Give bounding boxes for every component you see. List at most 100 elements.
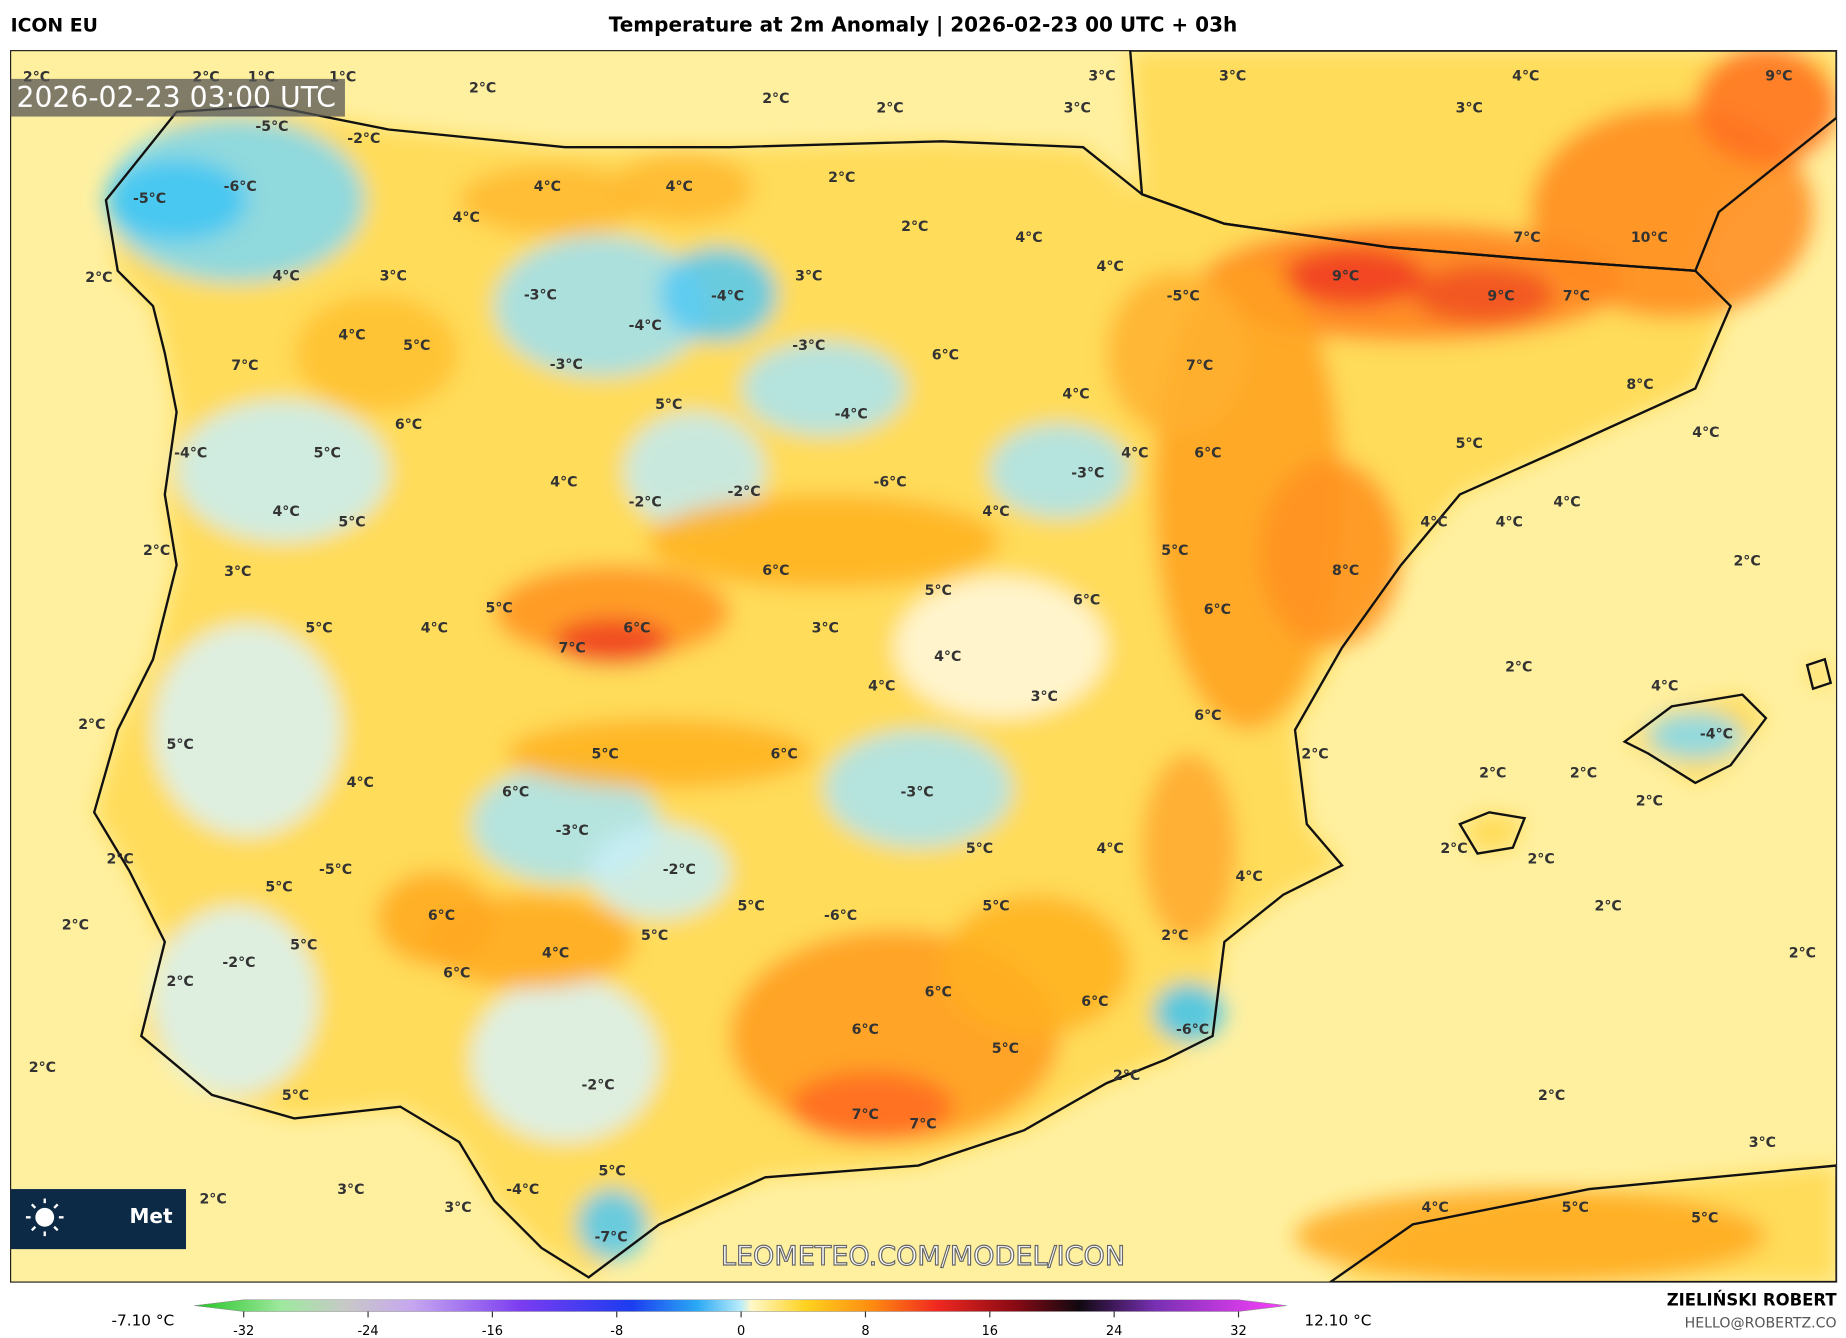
coast-outline xyxy=(1458,811,1527,855)
colorbar xyxy=(194,1299,1287,1312)
temperature-label: -6°C xyxy=(1176,1022,1209,1038)
temperature-label: 4°C xyxy=(1553,495,1580,511)
anomaly-field xyxy=(94,50,1837,1283)
temperature-label: 5°C xyxy=(599,1163,626,1179)
temperature-label: 5°C xyxy=(167,737,194,753)
anomaly-patch xyxy=(176,400,389,542)
email: HELLO@ROBERTZ.CO xyxy=(1685,1315,1837,1331)
temperature-label: -3°C xyxy=(524,288,557,304)
temperature-label: 3°C xyxy=(1749,1135,1776,1151)
temperature-label: 2°C xyxy=(85,270,112,286)
temperature-label: 4°C xyxy=(1422,1200,1449,1216)
anomaly-patch xyxy=(1259,459,1401,648)
temperature-label: 3°C xyxy=(1031,689,1058,705)
temperature-label: 5°C xyxy=(486,601,513,617)
colorbar-tick-label: -16 xyxy=(482,1324,503,1338)
temperature-label: 6°C xyxy=(428,908,455,924)
temperature-label: 6°C xyxy=(1194,708,1221,724)
temperature-label: 4°C xyxy=(1097,259,1124,275)
colorbar-min: -7.10 °C xyxy=(111,1311,174,1329)
temperature-label: 4°C xyxy=(934,649,961,665)
labels: 2°C 2°C 1°C 1°C2°C2°C2°C3°C 3°C3°C4°C3°C9°C-… xyxy=(23,69,1816,1246)
anomaly-patch xyxy=(1106,270,1248,436)
temperature-label: 6°C xyxy=(1081,994,1108,1010)
temperature-label: 5°C xyxy=(305,621,332,637)
temperature-label: 3°C xyxy=(380,269,407,285)
map-frame xyxy=(10,50,1838,1283)
temperature-label: -4°C xyxy=(506,1182,539,1198)
temperature-label: 2°C xyxy=(62,917,89,933)
anomaly-patch xyxy=(376,871,495,966)
temperature-label: -2°C xyxy=(663,862,696,878)
temperature-label: -5°C xyxy=(255,119,288,135)
temperature-label: 4°C xyxy=(1692,425,1719,441)
temperature-label: 4°C xyxy=(1062,386,1089,402)
temperature-label: 6°C xyxy=(502,784,529,800)
temperature-label: 5°C xyxy=(655,397,682,413)
temperature-label: 2°C xyxy=(1440,841,1467,857)
temperature-label: -2°C xyxy=(222,955,255,971)
temperature-label: 2°C xyxy=(199,1192,226,1208)
temperature-label: 5°C xyxy=(641,928,668,944)
anomaly-patch xyxy=(1295,1189,1766,1283)
temperature-label: 4°C xyxy=(421,621,448,637)
timestamp-box xyxy=(10,78,345,117)
temperature-label: 2°C xyxy=(1733,554,1760,570)
anomaly-patch xyxy=(659,247,778,342)
temperature-label: 7°C xyxy=(909,1116,936,1132)
temperature-label: 4°C xyxy=(453,210,480,226)
temperature-label: -3°C xyxy=(1071,465,1104,481)
anomaly-patch xyxy=(988,423,1131,519)
temperature-label: 6°C xyxy=(925,984,952,1000)
temperature-label: 2°C xyxy=(1113,1068,1140,1084)
temperature-label: 2°C xyxy=(143,543,170,559)
temperature-label: 4°C xyxy=(982,504,1009,520)
temperature-label: -6°C xyxy=(824,908,857,924)
title: Temperature at 2m Anomaly | 2026-02-23 0… xyxy=(609,12,1237,36)
anomaly-patch xyxy=(788,1071,954,1142)
map xyxy=(10,50,1837,1283)
temperature-label: 2°C xyxy=(762,91,789,107)
temperature-label: 4°C xyxy=(1496,515,1523,531)
temperature-label: 2°C xyxy=(901,219,928,235)
temperature-label: 5°C xyxy=(925,583,952,599)
colorbar-tick-label: -32 xyxy=(233,1324,254,1338)
temperature-label: 2°C xyxy=(1505,660,1532,676)
temperature-label: 3°C xyxy=(795,269,822,285)
land xyxy=(1807,659,1831,689)
temperature-label: 5°C xyxy=(1562,1200,1589,1216)
temperature-label: -6°C xyxy=(224,179,257,195)
coast-outline xyxy=(1805,657,1833,691)
temperature-label: -4°C xyxy=(1700,727,1733,743)
temperature-label: 4°C xyxy=(338,328,365,344)
anomaly-patch xyxy=(1283,247,1425,307)
anomaly-patch xyxy=(1695,50,1837,165)
colorbar-tick-label: 0 xyxy=(737,1324,745,1338)
temperature-label: -2°C xyxy=(629,495,662,511)
anomaly-patch xyxy=(1648,712,1743,760)
temperature-label: -3°C xyxy=(792,338,825,354)
temperature-label: 7°C xyxy=(231,358,258,374)
temperature-label: -4°C xyxy=(629,318,662,334)
temperature-label: -4°C xyxy=(711,289,744,305)
colorbar-max: 12.10 °C xyxy=(1304,1311,1371,1329)
temperature-label: 4°C xyxy=(1651,678,1678,694)
anomaly-patch xyxy=(459,164,648,236)
temperature-label: 3°C xyxy=(812,621,839,637)
anomaly-patch xyxy=(494,565,730,660)
anomaly-patch xyxy=(576,1189,648,1260)
temperature-label: 4°C xyxy=(1235,869,1262,885)
model-name: ICON EU xyxy=(11,15,98,36)
temperature-label: -3°C xyxy=(901,784,934,800)
temperature-label: -7°C xyxy=(594,1229,627,1245)
temperature-label: 4°C xyxy=(534,179,561,195)
temperature-label: -3°C xyxy=(556,823,589,839)
temperature-label: 2°C xyxy=(1538,1088,1565,1104)
temperature-label: 4°C xyxy=(1512,69,1539,85)
temperature-label: 5°C xyxy=(1161,543,1188,559)
colorbar-ticks: -32 -24 -16 -8 0 8 16 24 32 xyxy=(233,1311,1247,1338)
temperature-label: 4°C xyxy=(272,504,299,520)
temperature-label: 2°C xyxy=(828,170,855,186)
temperature-label: 5°C xyxy=(737,899,764,915)
